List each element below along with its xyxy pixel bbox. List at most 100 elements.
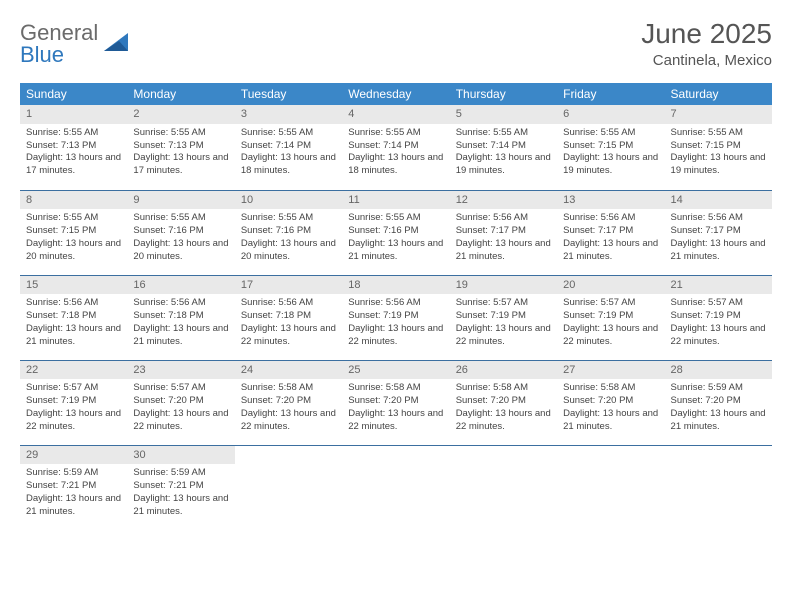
day-body: Sunrise: 5:55 AMSunset: 7:15 PMDaylight:… [557, 124, 664, 182]
sunset-line: Sunset: 7:21 PM [133, 480, 228, 493]
sunrise-line: Sunrise: 5:55 AM [26, 127, 121, 140]
sunrise-line: Sunrise: 5:57 AM [133, 382, 228, 395]
day-number: 7 [665, 105, 772, 124]
day-number: 29 [20, 446, 127, 465]
day-number: 6 [557, 105, 664, 124]
calendar-cell: 15Sunrise: 5:56 AMSunset: 7:18 PMDayligh… [20, 275, 127, 360]
day-body: Sunrise: 5:59 AMSunset: 7:21 PMDaylight:… [20, 464, 127, 522]
day-number: 9 [127, 191, 234, 210]
daylight-line: Daylight: 13 hours and 22 minutes. [563, 323, 658, 349]
calendar-cell: 18Sunrise: 5:56 AMSunset: 7:19 PMDayligh… [342, 275, 449, 360]
sunset-line: Sunset: 7:16 PM [133, 225, 228, 238]
day-number: 15 [20, 276, 127, 295]
sunrise-line: Sunrise: 5:58 AM [563, 382, 658, 395]
day-body: Sunrise: 5:55 AMSunset: 7:15 PMDaylight:… [665, 124, 772, 182]
calendar-cell: 5Sunrise: 5:55 AMSunset: 7:14 PMDaylight… [450, 105, 557, 190]
day-body: Sunrise: 5:55 AMSunset: 7:16 PMDaylight:… [127, 209, 234, 267]
month-title: June 2025 [641, 18, 772, 50]
day-body: Sunrise: 5:58 AMSunset: 7:20 PMDaylight:… [557, 379, 664, 437]
daylight-line: Daylight: 13 hours and 22 minutes. [348, 408, 443, 434]
sunset-line: Sunset: 7:15 PM [26, 225, 121, 238]
sunrise-line: Sunrise: 5:56 AM [348, 297, 443, 310]
daylight-line: Daylight: 13 hours and 21 minutes. [26, 493, 121, 519]
day-number: 28 [665, 361, 772, 380]
sunset-line: Sunset: 7:19 PM [26, 395, 121, 408]
sunrise-line: Sunrise: 5:57 AM [456, 297, 551, 310]
sunrise-line: Sunrise: 5:55 AM [26, 212, 121, 225]
sunrise-line: Sunrise: 5:56 AM [133, 297, 228, 310]
calendar-cell: 2Sunrise: 5:55 AMSunset: 7:13 PMDaylight… [127, 105, 234, 190]
sunset-line: Sunset: 7:19 PM [348, 310, 443, 323]
day-number: 23 [127, 361, 234, 380]
sunset-line: Sunset: 7:15 PM [671, 140, 766, 153]
daylight-line: Daylight: 13 hours and 22 minutes. [133, 408, 228, 434]
sunset-line: Sunset: 7:16 PM [241, 225, 336, 238]
sunrise-line: Sunrise: 5:55 AM [671, 127, 766, 140]
sunset-line: Sunset: 7:13 PM [133, 140, 228, 153]
day-number: 24 [235, 361, 342, 380]
daylight-line: Daylight: 13 hours and 21 minutes. [563, 238, 658, 264]
calendar-cell: 12Sunrise: 5:56 AMSunset: 7:17 PMDayligh… [450, 190, 557, 275]
calendar-cell [235, 445, 342, 530]
calendar-cell: 7Sunrise: 5:55 AMSunset: 7:15 PMDaylight… [665, 105, 772, 190]
sunrise-line: Sunrise: 5:55 AM [133, 212, 228, 225]
calendar-cell: 16Sunrise: 5:56 AMSunset: 7:18 PMDayligh… [127, 275, 234, 360]
sunrise-line: Sunrise: 5:55 AM [348, 212, 443, 225]
sunset-line: Sunset: 7:19 PM [671, 310, 766, 323]
day-body: Sunrise: 5:57 AMSunset: 7:19 PMDaylight:… [20, 379, 127, 437]
sunset-line: Sunset: 7:14 PM [241, 140, 336, 153]
day-number: 21 [665, 276, 772, 295]
sunset-line: Sunset: 7:21 PM [26, 480, 121, 493]
calendar-cell: 20Sunrise: 5:57 AMSunset: 7:19 PMDayligh… [557, 275, 664, 360]
title-block: June 2025 Cantinela, Mexico [641, 18, 772, 69]
weekday-header: Wednesday [342, 83, 449, 105]
weekday-header: Sunday [20, 83, 127, 105]
sunset-line: Sunset: 7:20 PM [456, 395, 551, 408]
day-body: Sunrise: 5:55 AMSunset: 7:14 PMDaylight:… [342, 124, 449, 182]
sunset-line: Sunset: 7:20 PM [241, 395, 336, 408]
sunrise-line: Sunrise: 5:56 AM [241, 297, 336, 310]
day-body: Sunrise: 5:55 AMSunset: 7:16 PMDaylight:… [342, 209, 449, 267]
day-number: 3 [235, 105, 342, 124]
calendar-cell: 21Sunrise: 5:57 AMSunset: 7:19 PMDayligh… [665, 275, 772, 360]
sunrise-line: Sunrise: 5:58 AM [348, 382, 443, 395]
logo-triangle-icon [104, 31, 130, 58]
sunrise-line: Sunrise: 5:55 AM [241, 212, 336, 225]
day-number: 8 [20, 191, 127, 210]
daylight-line: Daylight: 13 hours and 22 minutes. [26, 408, 121, 434]
sunset-line: Sunset: 7:20 PM [671, 395, 766, 408]
daylight-line: Daylight: 13 hours and 21 minutes. [133, 493, 228, 519]
sunset-line: Sunset: 7:18 PM [241, 310, 336, 323]
daylight-line: Daylight: 13 hours and 22 minutes. [348, 323, 443, 349]
day-body: Sunrise: 5:58 AMSunset: 7:20 PMDaylight:… [235, 379, 342, 437]
day-number: 19 [450, 276, 557, 295]
sunrise-line: Sunrise: 5:58 AM [241, 382, 336, 395]
day-body: Sunrise: 5:58 AMSunset: 7:20 PMDaylight:… [450, 379, 557, 437]
daylight-line: Daylight: 13 hours and 19 minutes. [456, 152, 551, 178]
day-number: 1 [20, 105, 127, 124]
calendar-cell: 25Sunrise: 5:58 AMSunset: 7:20 PMDayligh… [342, 360, 449, 445]
sunset-line: Sunset: 7:19 PM [456, 310, 551, 323]
daylight-line: Daylight: 13 hours and 20 minutes. [133, 238, 228, 264]
calendar-body: 1Sunrise: 5:55 AMSunset: 7:13 PMDaylight… [20, 105, 772, 530]
day-body: Sunrise: 5:56 AMSunset: 7:19 PMDaylight:… [342, 294, 449, 352]
daylight-line: Daylight: 13 hours and 21 minutes. [671, 238, 766, 264]
day-body: Sunrise: 5:57 AMSunset: 7:20 PMDaylight:… [127, 379, 234, 437]
logo: General Blue [20, 22, 130, 66]
day-body: Sunrise: 5:56 AMSunset: 7:17 PMDaylight:… [665, 209, 772, 267]
sunset-line: Sunset: 7:18 PM [26, 310, 121, 323]
daylight-line: Daylight: 13 hours and 22 minutes. [456, 408, 551, 434]
weekday-header: Monday [127, 83, 234, 105]
calendar-cell: 1Sunrise: 5:55 AMSunset: 7:13 PMDaylight… [20, 105, 127, 190]
sunrise-line: Sunrise: 5:55 AM [348, 127, 443, 140]
day-body: Sunrise: 5:56 AMSunset: 7:17 PMDaylight:… [557, 209, 664, 267]
day-body: Sunrise: 5:57 AMSunset: 7:19 PMDaylight:… [665, 294, 772, 352]
day-number: 27 [557, 361, 664, 380]
day-body: Sunrise: 5:55 AMSunset: 7:13 PMDaylight:… [20, 124, 127, 182]
sunset-line: Sunset: 7:18 PM [133, 310, 228, 323]
sunset-line: Sunset: 7:16 PM [348, 225, 443, 238]
day-number: 22 [20, 361, 127, 380]
day-number: 18 [342, 276, 449, 295]
sunset-line: Sunset: 7:17 PM [671, 225, 766, 238]
day-body: Sunrise: 5:58 AMSunset: 7:20 PMDaylight:… [342, 379, 449, 437]
